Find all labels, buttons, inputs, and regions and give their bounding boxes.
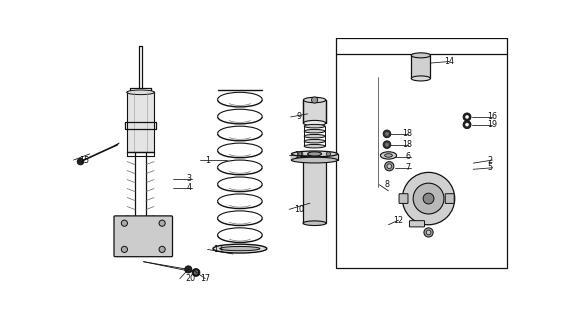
Ellipse shape <box>304 140 325 143</box>
Circle shape <box>77 158 84 165</box>
Circle shape <box>426 230 431 235</box>
Text: 19: 19 <box>487 120 497 129</box>
Bar <box>127 92 154 152</box>
Bar <box>411 55 431 78</box>
Circle shape <box>121 246 127 252</box>
Bar <box>303 160 326 223</box>
Circle shape <box>383 141 391 148</box>
FancyBboxPatch shape <box>114 216 172 257</box>
Ellipse shape <box>213 244 267 253</box>
Text: 18: 18 <box>403 129 412 138</box>
Bar <box>303 100 325 123</box>
Ellipse shape <box>411 76 431 81</box>
Text: 11: 11 <box>295 151 304 160</box>
Ellipse shape <box>291 151 337 157</box>
Ellipse shape <box>380 152 397 159</box>
Text: 15: 15 <box>79 156 89 164</box>
Circle shape <box>385 143 389 146</box>
Circle shape <box>185 266 192 273</box>
Circle shape <box>192 268 200 276</box>
Text: 13: 13 <box>213 245 223 254</box>
Circle shape <box>159 220 165 226</box>
Circle shape <box>424 228 433 237</box>
Circle shape <box>383 130 391 138</box>
Circle shape <box>403 172 455 225</box>
Text: 17: 17 <box>200 274 210 283</box>
Ellipse shape <box>304 124 325 128</box>
Circle shape <box>326 152 331 156</box>
Text: 10: 10 <box>295 205 304 214</box>
Ellipse shape <box>411 53 431 58</box>
Circle shape <box>463 121 471 129</box>
Text: 6: 6 <box>405 152 411 162</box>
Text: 5: 5 <box>487 163 492 172</box>
Circle shape <box>413 183 444 214</box>
Ellipse shape <box>220 246 260 251</box>
Circle shape <box>312 97 317 103</box>
Text: 20: 20 <box>185 274 195 283</box>
Bar <box>336 54 507 268</box>
FancyBboxPatch shape <box>445 194 454 204</box>
FancyBboxPatch shape <box>409 221 425 227</box>
Text: 7: 7 <box>405 163 411 172</box>
Text: 12: 12 <box>393 216 403 225</box>
Text: 1: 1 <box>205 156 210 164</box>
Text: 16: 16 <box>487 112 497 121</box>
Ellipse shape <box>385 154 392 157</box>
Ellipse shape <box>303 120 325 126</box>
Text: 14: 14 <box>444 57 454 66</box>
Text: 8: 8 <box>385 180 389 189</box>
Ellipse shape <box>291 157 337 163</box>
Text: 3: 3 <box>187 174 192 183</box>
Circle shape <box>121 220 127 226</box>
Bar <box>291 154 337 160</box>
Circle shape <box>463 113 471 121</box>
Ellipse shape <box>303 97 325 103</box>
FancyBboxPatch shape <box>399 194 408 204</box>
Circle shape <box>423 193 434 204</box>
Circle shape <box>385 162 394 171</box>
Ellipse shape <box>304 144 325 148</box>
Circle shape <box>299 152 303 156</box>
Text: 4: 4 <box>187 183 192 192</box>
Ellipse shape <box>304 129 325 133</box>
Ellipse shape <box>303 221 326 226</box>
Text: 2: 2 <box>487 156 492 164</box>
Circle shape <box>159 246 165 252</box>
Ellipse shape <box>304 134 325 138</box>
Ellipse shape <box>127 90 154 95</box>
Circle shape <box>387 164 392 169</box>
Circle shape <box>465 116 469 118</box>
Ellipse shape <box>308 152 321 156</box>
Text: 18: 18 <box>403 140 412 149</box>
Text: 9: 9 <box>296 112 301 121</box>
Circle shape <box>385 132 389 136</box>
Circle shape <box>194 271 198 274</box>
Circle shape <box>465 123 469 126</box>
